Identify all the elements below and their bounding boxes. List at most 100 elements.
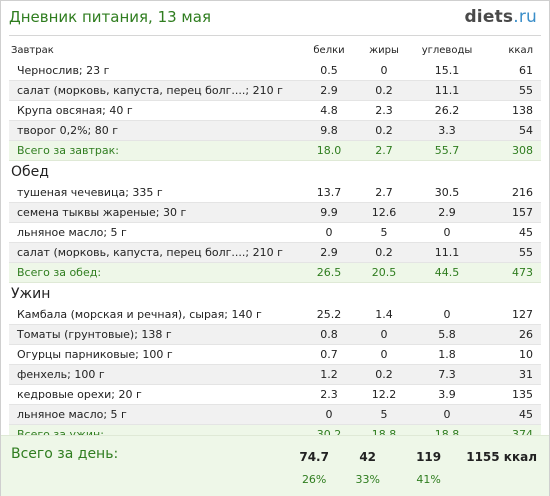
protein-value: 13.7 [299,183,359,203]
kcal-value: 55 [485,80,541,101]
kcal-value: 10 [485,344,541,365]
day-total-row: Всего за день: 74.7 42 119 1155 ккал [9,436,541,469]
col-carbs: углеводы [421,44,473,56]
protein-value: 1.2 [299,364,359,385]
protein-value: 2.3 [299,384,359,405]
header-divider [9,35,541,36]
col-protein: белки [313,44,345,56]
food-row[interactable]: салат (морковь, капуста, перец болг....;… [9,80,541,101]
carbs-value: 7.3 [409,364,485,385]
food-row[interactable]: семена тыквы жареные; 30 г 9.9 12.6 2.9 157 [9,202,541,223]
total-kcal: 308 [485,140,541,161]
total-protein: 26.5 [299,262,359,283]
protein-value: 0 [299,404,359,425]
carbs-value: 3.9 [409,384,485,405]
column-header-row: Завтрак белки жиры углеводы ккал [9,39,541,61]
food-name: кедровые орехи; 20 г [9,384,299,405]
carbs-value: 26.2 [409,100,485,121]
carbs-value: 30.5 [409,183,485,203]
carbs-value: 2.9 [409,202,485,223]
page-title: Дневник питания, 13 мая [9,8,211,26]
meal-total-row: Всего за обед: 26.5 20.5 44.5 473 [9,262,541,283]
col-fat: жиры [369,44,399,56]
food-name: Огурцы парниковые; 100 г [9,344,299,365]
kcal-value: 45 [485,404,541,425]
day-percent-row: 26% 33% 41% [9,469,541,489]
kcal-value: 216 [485,183,541,203]
fat-value: 0.2 [359,364,409,385]
food-row[interactable]: фенхель; 100 г 1.2 0.2 7.3 31 [9,364,541,385]
kcal-value: 127 [485,305,541,325]
food-name: льняное масло; 5 г [9,222,299,243]
protein-value: 9.8 [299,120,359,141]
logo-main: diets [464,7,514,27]
protein-value: 25.2 [299,305,359,325]
day-total-label: Всего за день: [11,446,119,462]
food-name: Томаты (грунтовые); 138 г [9,324,299,345]
fat-value: 0.2 [359,80,409,101]
fat-value: 2.7 [359,183,409,203]
fat-value: 2.3 [359,100,409,121]
protein-value: 0.7 [299,344,359,365]
fat-value: 0.2 [359,120,409,141]
fat-value: 12.6 [359,202,409,223]
day-fat: 42 [359,450,377,464]
day-carbs: 119 [416,450,442,464]
carbs-percent: 41% [416,472,441,486]
site-logo[interactable]: diets.ru [464,7,537,27]
food-row[interactable]: льняное масло; 5 г 0 5 0 45 [9,404,541,425]
kcal-value: 138 [485,100,541,121]
protein-value: 4.8 [299,100,359,121]
carbs-value: 5.8 [409,324,485,345]
kcal-value: 135 [485,384,541,405]
food-row[interactable]: творог 0,2%; 80 г 9.8 0.2 3.3 54 [9,120,541,141]
meal-title: Завтрак [11,44,54,56]
food-name: Камбала (морская и речная), сырая; 140 г [9,305,299,325]
total-protein: 18.0 [299,140,359,161]
protein-value: 0.5 [299,61,359,81]
meal-header-row: Ужин [9,283,541,306]
food-row[interactable]: Камбала (морская и речная), сырая; 140 г… [9,305,541,325]
meal-header-row: Обед [9,161,541,184]
meals-table: Завтрак белки жиры углеводы ккал Черносл… [9,39,541,445]
kcal-value: 26 [485,324,541,345]
protein-value: 2.9 [299,242,359,263]
fat-percent: 33% [355,472,380,486]
kcal-value: 54 [485,120,541,141]
total-fat: 2.7 [359,140,409,161]
food-name: тушеная чечевица; 335 г [9,183,299,203]
food-name: салат (морковь, капуста, перец болг....;… [9,80,299,101]
food-row[interactable]: льняное масло; 5 г 0 5 0 45 [9,222,541,243]
protein-value: 0.8 [299,324,359,345]
food-name: творог 0,2%; 80 г [9,120,299,141]
total-kcal: 473 [485,262,541,283]
day-kcal: 1155 ккал [466,450,537,464]
food-name: фенхель; 100 г [9,364,299,385]
food-row[interactable]: кедровые орехи; 20 г 2.3 12.2 3.9 135 [9,384,541,405]
header: Дневник питания, 13 мая diets.ru [9,7,541,31]
kcal-value: 31 [485,364,541,385]
protein-value: 9.9 [299,202,359,223]
kcal-value: 61 [485,61,541,81]
food-name: салат (морковь, капуста, перец болг....;… [9,242,299,263]
fat-value: 1.4 [359,305,409,325]
total-carbs: 55.7 [409,140,485,161]
fat-value: 12.2 [359,384,409,405]
food-name: льняное масло; 5 г [9,404,299,425]
carbs-value: 0 [409,404,485,425]
food-row[interactable]: Крупа овсяная; 40 г 4.8 2.3 26.2 138 [9,100,541,121]
day-summary: Всего за день: 74.7 42 119 1155 ккал 26%… [1,435,549,496]
food-row[interactable]: салат (морковь, капуста, перец болг....;… [9,242,541,263]
food-row[interactable]: Чернослив; 23 г 0.5 0 15.1 61 [9,61,541,81]
carbs-value: 3.3 [409,120,485,141]
food-row[interactable]: тушеная чечевица; 335 г 13.7 2.7 30.5 216 [9,183,541,203]
food-row[interactable]: Томаты (грунтовые); 138 г 0.8 0 5.8 26 [9,324,541,345]
meal-title: Ужин [11,286,51,302]
total-label: Всего за завтрак: [9,140,299,161]
food-row[interactable]: Огурцы парниковые; 100 г 0.7 0 1.8 10 [9,344,541,365]
carbs-value: 0 [409,222,485,243]
kcal-value: 45 [485,222,541,243]
fat-value: 0 [359,324,409,345]
fat-value: 5 [359,404,409,425]
